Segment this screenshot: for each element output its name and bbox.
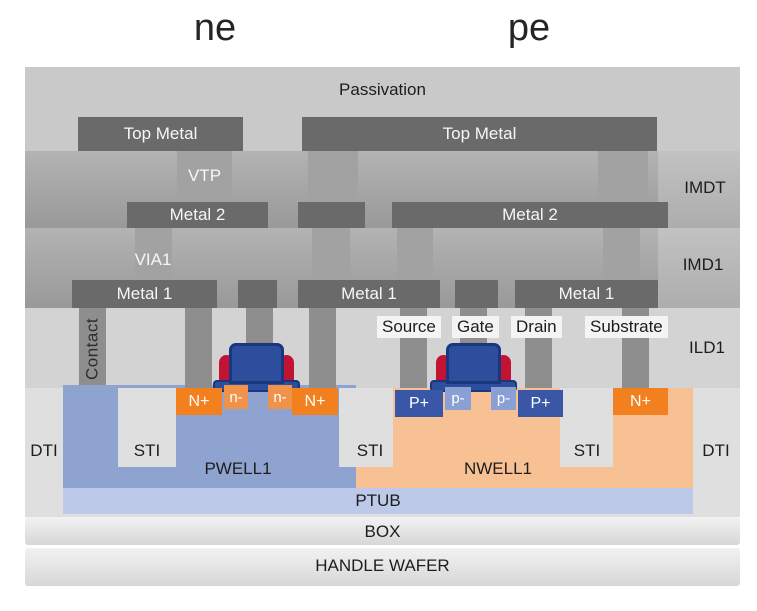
- metal1-nmos-gate: [238, 280, 277, 308]
- source-label: Source: [377, 316, 441, 338]
- vtp-via-right: [598, 151, 648, 202]
- nwell-tap-nplus: N+: [613, 388, 668, 415]
- metal1-left: Metal 1: [72, 280, 217, 308]
- substrate-label: Substrate: [585, 316, 668, 338]
- pmos-pplus-drain: P+: [518, 390, 563, 417]
- sti-right-label: STI: [573, 441, 601, 460]
- nmos-nminus-right: n-: [268, 385, 292, 409]
- imd1-label: IMD1: [682, 255, 724, 274]
- diagram-body: Top Metal Top Metal Metal 2 Metal 2 Meta…: [25, 67, 740, 586]
- via1-column-2: [312, 228, 350, 280]
- sti-trench-right: [560, 388, 613, 467]
- pwell-label: PWELL1: [204, 459, 272, 478]
- via1-column-3: [397, 228, 433, 280]
- vtp-via-mid: [308, 151, 358, 202]
- via1-column-1: [135, 228, 172, 280]
- top-metal-right: Top Metal: [302, 117, 657, 151]
- metal2-small: [298, 202, 365, 228]
- nwell-label: NWELL1: [463, 459, 533, 478]
- metal1-pmos-gate: [455, 280, 498, 308]
- imdt-label: IMDT: [684, 178, 726, 197]
- imdt-layer-edge: [658, 151, 740, 228]
- sti-mid-label: STI: [356, 441, 384, 460]
- gate-label: Gate: [452, 316, 499, 338]
- pmos-gate: [446, 343, 501, 384]
- metal1-center: Metal 1: [298, 280, 440, 308]
- sti-trench-mid: [339, 388, 393, 467]
- passivation-label: Passivation: [339, 80, 426, 99]
- nmos-nplus-drain: N+: [292, 388, 338, 415]
- box-label: BOX: [364, 522, 401, 541]
- contact-nmos-source: [185, 308, 212, 388]
- sti-trench-left: [118, 388, 176, 467]
- ild1-label: ILD1: [689, 338, 725, 357]
- handle-wafer-layer: [25, 548, 740, 586]
- nmos-nplus-source: N+: [176, 388, 222, 415]
- box-layer: [25, 517, 740, 545]
- dti-right-label: DTI: [702, 441, 730, 460]
- ptub-layer: [63, 488, 693, 514]
- metal2-right: Metal 2: [392, 202, 668, 228]
- contact-label: Contact: [82, 317, 102, 381]
- pmos-pminus-left: p-: [445, 387, 471, 410]
- nmos-gate: [229, 343, 284, 384]
- top-metal-left: Top Metal: [78, 117, 243, 151]
- pmos-title: pe: [507, 7, 551, 49]
- vtp-via-left: [177, 151, 232, 202]
- handle-wafer-label: HANDLE WAFER: [315, 556, 450, 575]
- dti-left-label: DTI: [30, 441, 58, 460]
- metal2-left: Metal 2: [127, 202, 268, 228]
- metal1-right: Metal 1: [515, 280, 658, 308]
- pmos-pminus-right: p-: [491, 387, 516, 410]
- pmos-pplus-source: P+: [395, 390, 443, 417]
- via1-column-4: [603, 228, 640, 280]
- nmos-nminus-left: n-: [224, 385, 248, 409]
- drain-label: Drain: [511, 316, 562, 338]
- ptub-label: PTUB: [355, 491, 401, 510]
- imd1-layer-edge: [658, 228, 740, 308]
- contact-nmos-gate: [246, 308, 273, 345]
- contact-body-tap: [79, 308, 106, 385]
- via1-label: VIA1: [134, 250, 172, 269]
- vtp-label: VTP: [187, 166, 222, 185]
- contact-nmos-drain: [309, 308, 336, 388]
- nmos-title: ne: [193, 7, 237, 49]
- sti-left-label: STI: [133, 441, 161, 460]
